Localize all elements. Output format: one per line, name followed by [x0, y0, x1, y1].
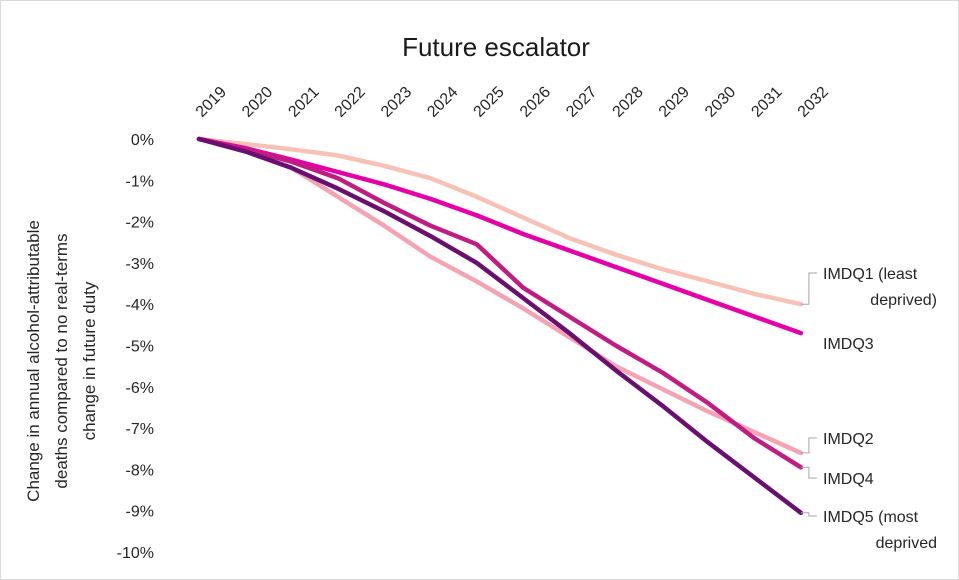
x-tick-label: 2032 [795, 84, 832, 121]
y-tick-label: -7% [126, 421, 154, 438]
series-label: deprived [876, 535, 937, 552]
y-axis-label-line-2: deaths compared to no real-terms [52, 233, 71, 488]
leader-line [800, 512, 817, 517]
series-label: deprived) [870, 292, 937, 309]
x-tick-label: 2027 [563, 84, 600, 121]
x-tick-label: 2023 [378, 84, 415, 121]
y-axis-label-line-3: change in future duty [80, 281, 99, 440]
leader-line [800, 272, 817, 305]
series-line-5 [196, 136, 804, 516]
series-label: IMDQ2 [823, 431, 874, 448]
series-lines [196, 136, 804, 516]
y-tick-label: -8% [126, 462, 154, 479]
series-label: IMDQ3 [823, 336, 874, 353]
series-label: IMDQ5 (most [823, 509, 919, 526]
x-tick-label: 2019 [193, 84, 230, 121]
series-line-3 [196, 136, 804, 336]
x-tick-label: 2020 [239, 84, 276, 121]
series-line-4 [196, 136, 804, 470]
x-tick-label: 2030 [702, 84, 739, 121]
y-axis-label-line-1: Change in annual alcohol-attributable [24, 220, 43, 502]
x-tick-label: 2025 [471, 84, 508, 121]
x-tick-label: 2029 [656, 84, 693, 121]
series-label: IMDQ4 [823, 471, 874, 488]
y-tick-labels: 0% -1% -2% -3% -4% -5% -6% -7% -8% -9% -10% [117, 132, 154, 562]
leader-line [800, 466, 817, 479]
x-tick-label: 2031 [748, 84, 785, 121]
y-tick-label: -9% [126, 504, 154, 521]
leader-line [800, 437, 817, 454]
x-tick-label: 2024 [424, 84, 461, 121]
y-axis-label: Change in annual alcohol-attributable de… [24, 220, 99, 502]
x-tick-label: 2026 [517, 84, 554, 121]
x-tick-labels: 2019 2020 2021 2022 2023 2024 2025 2026 2027 2028… [193, 84, 832, 121]
series-line-1 [196, 136, 804, 307]
series-labels: IMDQ1 (least deprived) IMDQ2 IMDQ3 IMDQ4 IMDQ… [823, 266, 937, 552]
y-tick-label: -10% [117, 545, 154, 562]
y-tick-label: -6% [126, 380, 154, 397]
series-label: IMDQ1 (least [823, 266, 918, 283]
x-tick-label: 2021 [285, 84, 322, 121]
y-tick-label: -4% [126, 297, 154, 314]
y-tick-label: 0% [131, 132, 154, 149]
x-tick-label: 2022 [332, 84, 369, 121]
chart-title: Future escalator [402, 32, 590, 62]
label-leader-lines [800, 272, 817, 517]
y-tick-label: -5% [126, 339, 154, 356]
y-tick-label: -1% [126, 173, 154, 190]
x-tick-label: 2028 [610, 84, 647, 121]
y-tick-label: -3% [126, 256, 154, 273]
y-tick-label: -2% [126, 215, 154, 232]
